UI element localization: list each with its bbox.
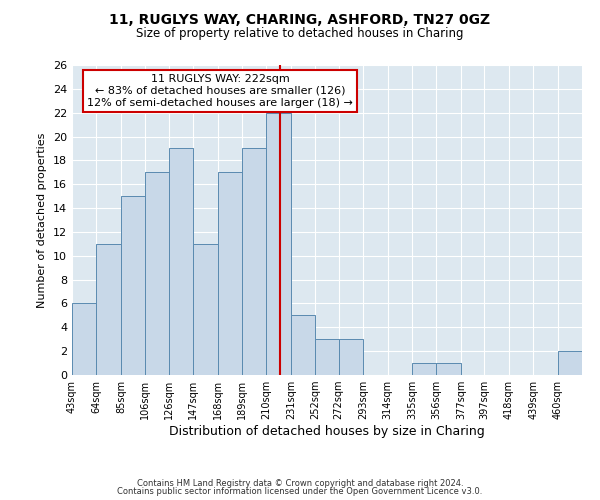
- Bar: [193, 244, 218, 375]
- Bar: [266, 112, 291, 375]
- Bar: [169, 148, 193, 375]
- Bar: [242, 148, 266, 375]
- Bar: [316, 339, 338, 375]
- Bar: [412, 363, 436, 375]
- Bar: [557, 351, 582, 375]
- Bar: [291, 316, 316, 375]
- Bar: [145, 172, 169, 375]
- Text: 11, RUGLYS WAY, CHARING, ASHFORD, TN27 0GZ: 11, RUGLYS WAY, CHARING, ASHFORD, TN27 0…: [109, 12, 491, 26]
- Bar: [121, 196, 145, 375]
- Bar: [338, 339, 363, 375]
- Text: 11 RUGLYS WAY: 222sqm
← 83% of detached houses are smaller (126)
12% of semi-det: 11 RUGLYS WAY: 222sqm ← 83% of detached …: [87, 74, 353, 108]
- Text: Contains public sector information licensed under the Open Government Licence v3: Contains public sector information licen…: [118, 487, 482, 496]
- Text: Size of property relative to detached houses in Charing: Size of property relative to detached ho…: [136, 28, 464, 40]
- Bar: [97, 244, 121, 375]
- Bar: [72, 304, 97, 375]
- Text: Contains HM Land Registry data © Crown copyright and database right 2024.: Contains HM Land Registry data © Crown c…: [137, 478, 463, 488]
- X-axis label: Distribution of detached houses by size in Charing: Distribution of detached houses by size …: [169, 425, 485, 438]
- Y-axis label: Number of detached properties: Number of detached properties: [37, 132, 47, 308]
- Bar: [218, 172, 242, 375]
- Bar: [436, 363, 461, 375]
